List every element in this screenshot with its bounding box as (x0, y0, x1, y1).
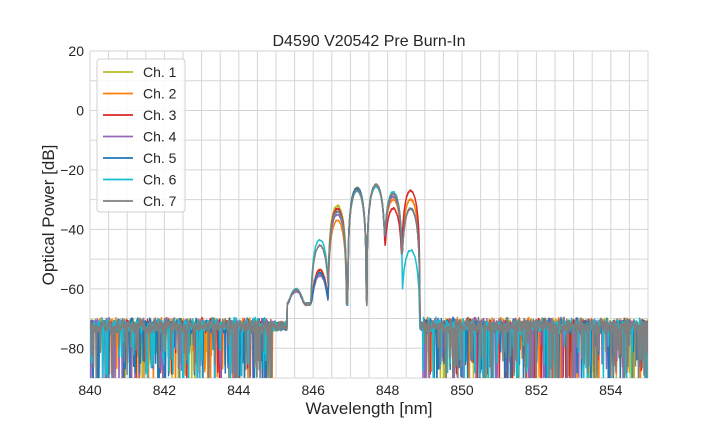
series-line-7 (90, 183, 648, 378)
x-axis-label: Wavelength [nm] (306, 399, 433, 418)
x-tick-label: 846 (302, 382, 326, 398)
legend-label-3: Ch. 3 (143, 107, 177, 123)
legend-label-4: Ch. 4 (143, 129, 177, 145)
y-axis-label: Optical Power [dB] (39, 145, 58, 286)
series-lines (90, 183, 648, 378)
y-tick-label: 20 (68, 43, 84, 59)
x-tick-labels: 840 842 844 846 848 850 852 854 (78, 382, 622, 398)
legend-label-1: Ch. 1 (143, 64, 177, 80)
legend: Ch. 1 Ch. 2 Ch. 3 Ch. 4 Ch. 5 Ch. 6 Ch. 7 (96, 58, 186, 213)
y-tick-label: −40 (60, 221, 84, 237)
legend-label-7: Ch. 7 (143, 193, 177, 209)
x-tick-label: 840 (78, 382, 102, 398)
legend-label-6: Ch. 6 (143, 172, 177, 188)
x-tick-label: 848 (376, 382, 400, 398)
y-tick-label: −20 (60, 162, 84, 178)
x-tick-label: 842 (153, 382, 177, 398)
y-tick-label: −80 (60, 340, 84, 356)
x-tick-label: 852 (525, 382, 549, 398)
y-tick-label: 0 (76, 102, 84, 118)
chart-title: D4590 V20542 Pre Burn-In (272, 33, 465, 50)
legend-label-2: Ch. 2 (143, 86, 177, 102)
x-tick-label: 850 (450, 382, 474, 398)
x-tick-label: 854 (599, 382, 623, 398)
legend-box (96, 58, 186, 213)
x-tick-label: 844 (227, 382, 251, 398)
legend-label-5: Ch. 5 (143, 150, 177, 166)
y-tick-labels: 20 0 −20 −40 −60 −80 (60, 43, 84, 356)
y-tick-label: −60 (60, 281, 84, 297)
